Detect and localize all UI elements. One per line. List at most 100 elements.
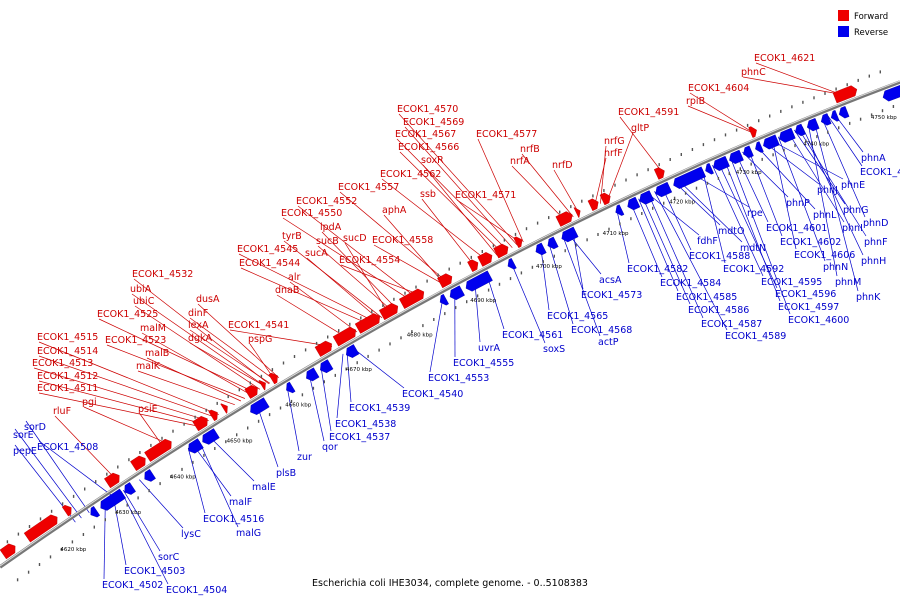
gene-label-soxs: soxS: [543, 344, 565, 355]
marker-dot: [673, 196, 676, 200]
gene-label-lysc: lysC: [181, 529, 201, 540]
reverse-gene: [449, 285, 465, 301]
marker-dot: [548, 216, 550, 220]
gene-label-ecok1_4619: ECOK1_4619: [860, 167, 900, 178]
leader-line: [764, 142, 820, 185]
leader-line: [674, 181, 721, 226]
leader-line: [756, 145, 816, 210]
leader-line: [600, 145, 607, 204]
kbp-ticks: 4620 kbp 4630 kbp 4640 kbp 4650 kbp 4660 kbp…: [60, 115, 897, 553]
marker-dot: [780, 109, 782, 113]
gene-label-ecok1_4538: ECOK1_4538: [335, 419, 396, 430]
marker-dot: [739, 167, 741, 171]
reverse-gene: [882, 84, 900, 102]
marker-dot: [72, 494, 75, 498]
leader-line: [821, 118, 866, 218]
gene-label-ecok1_4513: ECOK1_4513: [32, 358, 93, 369]
marker-dot: [205, 408, 207, 412]
reverse-gene: [346, 344, 360, 358]
gene-label-psie: psiE: [138, 404, 158, 415]
marker-dot: [367, 354, 369, 358]
leader-line: [562, 235, 601, 337]
marker-dot: [838, 126, 840, 130]
marker-dot: [769, 114, 771, 118]
marker-dot: [713, 138, 716, 142]
marker-dot: [327, 335, 329, 339]
gene-label-malf: malF: [229, 497, 252, 508]
reverse-gene: [795, 123, 806, 137]
gene-label-ecok1_4573: ECOK1_4573: [581, 290, 642, 301]
marker-dot: [581, 199, 583, 203]
leader-line: [238, 253, 376, 323]
marker-dot: [345, 367, 347, 371]
marker-dot: [525, 227, 528, 231]
gene-label-ecok1_4555: ECOK1_4555: [453, 358, 514, 369]
leader-line: [477, 138, 524, 243]
forward-gene: [437, 273, 453, 289]
marker-dot: [400, 336, 402, 340]
forward-gene: [378, 303, 399, 321]
gene-label-suca: sucA: [305, 248, 328, 259]
gene-label-ecok1_4537: ECOK1_4537: [329, 432, 390, 443]
forward-gene: [573, 207, 581, 218]
leader-line: [146, 357, 242, 402]
forward-gene: [220, 403, 228, 414]
marker-dot: [470, 255, 472, 259]
leader-line: [648, 193, 704, 319]
marker-dot: [520, 271, 523, 275]
forward-gene: [332, 326, 356, 347]
leader-line: [486, 274, 505, 330]
gene-label-ecok1_4502: ECOK1_4502: [102, 580, 163, 591]
gene-label-mdto: mdtO: [718, 226, 745, 237]
leader-line: [702, 169, 726, 264]
gene-label-ecok1_4600: ECOK1_4600: [788, 315, 849, 326]
marker-dot: [531, 265, 534, 269]
marker-dot: [293, 355, 296, 358]
marker-dot: [625, 178, 627, 182]
leader-line: [801, 126, 864, 256]
leader-line: [730, 157, 791, 315]
leader-line: [654, 191, 728, 331]
leader-line: [692, 173, 750, 208]
leader-line: [38, 355, 215, 418]
marker-dot: [16, 578, 19, 582]
leader-line: [289, 281, 358, 333]
marker-dot: [791, 105, 793, 109]
marker-dot: [260, 374, 263, 378]
gene-label-phnk: phnK: [856, 292, 881, 303]
reverse-gene: [188, 438, 204, 454]
gene-label-ecok1_4512: ECOK1_4512: [37, 371, 98, 382]
gene-label-tyrb: tyrB: [282, 231, 302, 242]
marker-dot: [247, 426, 249, 430]
leader-line: [38, 341, 219, 415]
leader-line: [827, 116, 863, 167]
forward-gene: [354, 313, 381, 334]
gene-label-ecok1_4606: ECOK1_4606: [794, 250, 855, 261]
forward-gene: [208, 409, 218, 422]
leader-line: [712, 164, 764, 277]
leader-line: [139, 479, 184, 529]
marker-dot: [603, 189, 605, 192]
marker-dot: [597, 233, 599, 236]
gene-label-malk: malK: [136, 361, 161, 372]
legend-forward-label: Forward: [854, 12, 888, 22]
leader-line: [283, 240, 383, 319]
marker-dot: [82, 533, 85, 536]
marker-dot: [619, 222, 621, 226]
leader-line: [404, 126, 513, 248]
kbp-tick-label: 4680 kbp: [407, 333, 433, 339]
gene-label-ecok1_4604: ECOK1_4604: [688, 83, 749, 94]
marker-dot: [349, 322, 351, 326]
gene-label-pspg: pspG: [248, 334, 272, 345]
marker-dot: [503, 238, 506, 242]
marker-dot: [859, 117, 862, 121]
marker-dot: [717, 176, 720, 180]
marker-dot: [728, 172, 730, 176]
marker-dot: [84, 487, 86, 491]
leader-line: [540, 246, 550, 311]
forward-gene: [467, 259, 479, 273]
reverse-gene: [729, 149, 744, 164]
leader-line: [38, 380, 204, 425]
marker-dot: [608, 227, 610, 231]
gene-label-rpe: rpe: [747, 208, 763, 219]
